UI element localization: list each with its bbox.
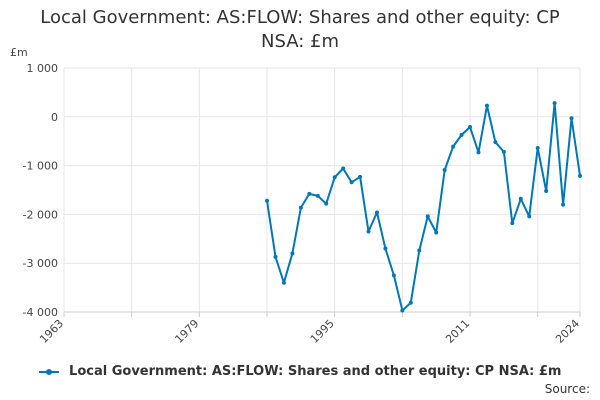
gridlines: [63, 67, 581, 313]
data-point: [391, 273, 396, 278]
x-axis: 1963 1979 1995 2011 2024: [37, 311, 582, 346]
data-point: [552, 101, 557, 106]
y-tick-label: -2 000: [23, 208, 58, 221]
series-line: [266, 102, 581, 312]
data-point: [544, 188, 549, 193]
data-point: [468, 125, 473, 130]
data-point: [569, 116, 574, 121]
data-point: [476, 150, 481, 155]
chart-title-line-1: Local Government: AS:FLOW: Shares and ot…: [40, 7, 560, 28]
data-point: [459, 132, 464, 137]
data-point: [484, 103, 489, 108]
data-point: [358, 174, 363, 179]
data-point: [383, 246, 388, 251]
chart-title-line-2: NSA: £m: [261, 31, 339, 52]
data-point: [332, 175, 337, 180]
x-tick-label: 2024: [553, 317, 582, 346]
data-point: [298, 205, 303, 210]
data-point: [425, 214, 430, 219]
chart-title: Local Government: AS:FLOW: Shares and ot…: [0, 6, 600, 54]
y-axis-label: £m: [10, 46, 28, 59]
data-point: [535, 146, 540, 151]
y-tick-label: 0: [51, 111, 58, 124]
data-point: [417, 248, 422, 253]
data-point: [290, 251, 295, 256]
data-point: [324, 201, 329, 206]
data-point: [341, 166, 346, 171]
y-axis: 1 000 0 -1 000 -2 000 -3 000 -4 000: [23, 62, 58, 319]
data-point: [315, 193, 320, 198]
data-point: [578, 173, 582, 178]
data-point: [561, 202, 566, 207]
y-tick-label: -1 000: [23, 160, 58, 173]
source-label: Source:: [544, 382, 590, 396]
data-point: [510, 221, 515, 226]
data-point: [408, 300, 413, 305]
legend-swatch-icon: [38, 368, 59, 375]
data-point: [307, 191, 312, 196]
data-point: [518, 196, 523, 201]
data-point: [273, 254, 278, 259]
data-point: [349, 180, 354, 185]
data-point: [527, 214, 532, 219]
legend-label: Local Government: AS:FLOW: Shares and ot…: [69, 364, 562, 379]
series-group: [265, 101, 582, 313]
data-point: [442, 167, 447, 172]
data-point: [366, 229, 371, 234]
y-tick-label: -3 000: [23, 257, 58, 270]
x-tick-label: 1995: [308, 317, 337, 346]
data-point: [501, 149, 506, 154]
data-point: [434, 230, 439, 235]
x-tick-label: 1979: [172, 317, 201, 346]
data-point: [265, 198, 270, 203]
data-point: [281, 280, 286, 285]
data-point: [451, 144, 456, 149]
data-point: [400, 308, 405, 313]
y-tick-label: 1 000: [27, 62, 59, 75]
x-tick-label: 1963: [37, 317, 66, 346]
y-tick-label: -4 000: [23, 306, 58, 319]
data-point: [493, 140, 498, 145]
data-point: [374, 210, 379, 215]
legend[interactable]: Local Government: AS:FLOW: Shares and ot…: [0, 364, 600, 379]
x-tick-label: 2011: [443, 317, 472, 346]
